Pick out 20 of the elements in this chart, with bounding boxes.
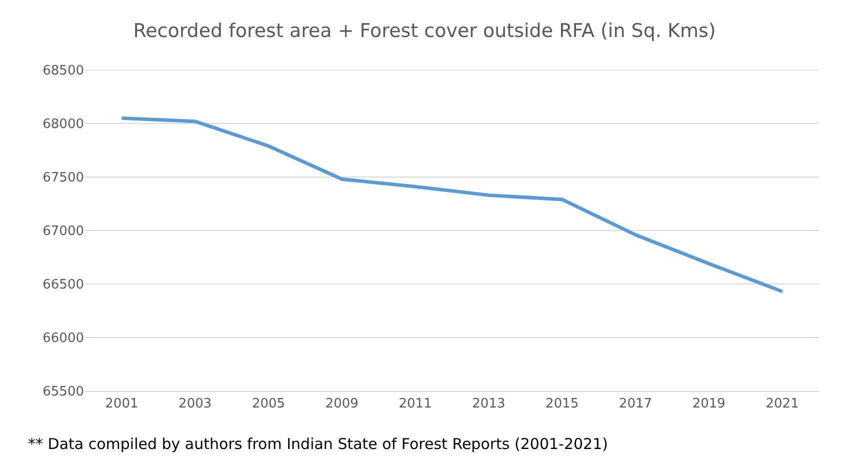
y-tick-label: 67500 xyxy=(42,170,84,186)
x-tick-label: 2009 xyxy=(325,396,358,412)
y-tick-label: 66000 xyxy=(42,331,84,346)
y-tick-label: 65500 xyxy=(42,384,84,400)
x-tick-label: 2015 xyxy=(546,396,579,412)
x-tick-label: 2003 xyxy=(178,396,212,412)
y-tick-label: 67000 xyxy=(42,224,84,240)
x-tick-label: 2011 xyxy=(398,396,432,412)
x-tick-label: 2001 xyxy=(105,396,138,412)
x-tick-label: 2017 xyxy=(618,396,652,412)
x-tick-label: 2021 xyxy=(766,396,799,412)
x-tick-label: 2019 xyxy=(692,396,726,412)
x-tick-label: 2013 xyxy=(472,396,506,412)
y-tick-label: 66500 xyxy=(42,278,84,293)
y-tick-label: 68500 xyxy=(42,64,84,79)
x-tick-label: 2005 xyxy=(252,396,286,412)
text: ** Data compiled by authors from Indian State of Forest Reports (2001-2021) xyxy=(28,435,608,453)
line-series xyxy=(120,116,784,294)
chart-title: Recorded forest area + Forest cover outside RFA (in Sq. Kms) xyxy=(133,20,716,42)
y-tick-label: 68000 xyxy=(42,117,84,132)
